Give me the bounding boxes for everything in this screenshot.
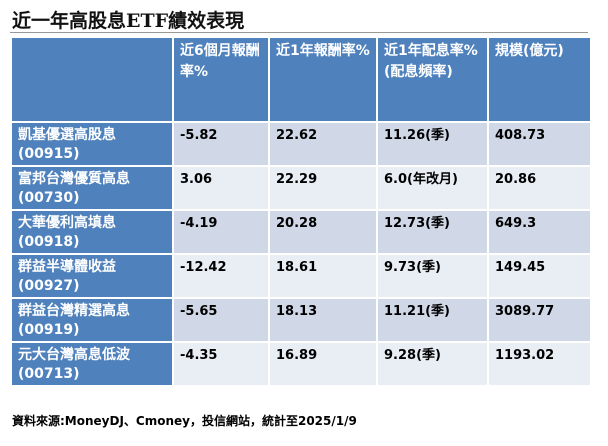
size-cell: 408.73: [487, 121, 592, 167]
header-cell-return-6m: 近6個月報酬率%: [172, 36, 270, 123]
yield-1y-cell: 12.73(季): [376, 209, 489, 255]
source-note: 資料來源:MoneyDJ、Cmoney，投信網站，統計至2025/1/9: [12, 414, 357, 428]
return-6m-cell: 3.06: [172, 165, 270, 211]
header-cell-return-1y: 近1年報酬率%: [268, 36, 378, 123]
yield-1y-cell: 11.26(季): [376, 121, 489, 167]
return-1y-cell: 16.89: [268, 341, 378, 387]
return-6m-cell: -4.19: [172, 209, 270, 255]
return-1y-cell: 22.29: [268, 165, 378, 211]
table-row: 元大台灣高息低波(00713) -4.35 16.89 9.28(季) 1193…: [10, 341, 592, 387]
page-title: 近一年高股息ETF績效表現: [12, 10, 245, 32]
return-6m-cell: -5.82: [172, 121, 270, 167]
return-1y-cell: 20.28: [268, 209, 378, 255]
etf-name-cell: 大華優利高填息(00918): [10, 209, 174, 255]
header-cell-empty: [10, 36, 174, 123]
size-cell: 1193.02: [487, 341, 592, 387]
yield-1y-cell: 11.21(季): [376, 297, 489, 343]
return-6m-cell: -4.35: [172, 341, 270, 387]
table-row: 富邦台灣優質高息(00730) 3.06 22.29 6.0(年改月) 20.8…: [10, 165, 592, 211]
etf-performance-table: 近6個月報酬率% 近1年報酬率% 近1年配息率% (配息頻率) 規模(億元) 凱…: [10, 36, 592, 387]
title-divider: [10, 32, 588, 33]
header-cell-yield-1y: 近1年配息率% (配息頻率): [376, 36, 489, 123]
size-cell: 3089.77: [487, 297, 592, 343]
size-cell: 149.45: [487, 253, 592, 299]
etf-name-cell: 群益半導體收益(00927): [10, 253, 174, 299]
table-header-row: 近6個月報酬率% 近1年報酬率% 近1年配息率% (配息頻率) 規模(億元): [10, 36, 592, 123]
etf-name-cell: 富邦台灣優質高息(00730): [10, 165, 174, 211]
return-1y-cell: 22.62: [268, 121, 378, 167]
table-row: 群益台灣精選高息(00919) -5.65 18.13 11.21(季) 308…: [10, 297, 592, 343]
etf-name-cell: 元大台灣高息低波(00713): [10, 341, 174, 387]
return-6m-cell: -5.65: [172, 297, 270, 343]
yield-1y-cell: 9.73(季): [376, 253, 489, 299]
header-cell-size: 規模(億元): [487, 36, 592, 123]
size-cell: 649.3: [487, 209, 592, 255]
table-row: 大華優利高填息(00918) -4.19 20.28 12.73(季) 649.…: [10, 209, 592, 255]
return-1y-cell: 18.61: [268, 253, 378, 299]
etf-name-cell: 群益台灣精選高息(00919): [10, 297, 174, 343]
etf-name-cell: 凱基優選高股息(00915): [10, 121, 174, 167]
table-row: 群益半導體收益(00927) -12.42 18.61 9.73(季) 149.…: [10, 253, 592, 299]
yield-1y-cell: 6.0(年改月): [376, 165, 489, 211]
size-cell: 20.86: [487, 165, 592, 211]
return-1y-cell: 18.13: [268, 297, 378, 343]
table-row: 凱基優選高股息(00915) -5.82 22.62 11.26(季) 408.…: [10, 121, 592, 167]
yield-1y-cell: 9.28(季): [376, 341, 489, 387]
return-6m-cell: -12.42: [172, 253, 270, 299]
